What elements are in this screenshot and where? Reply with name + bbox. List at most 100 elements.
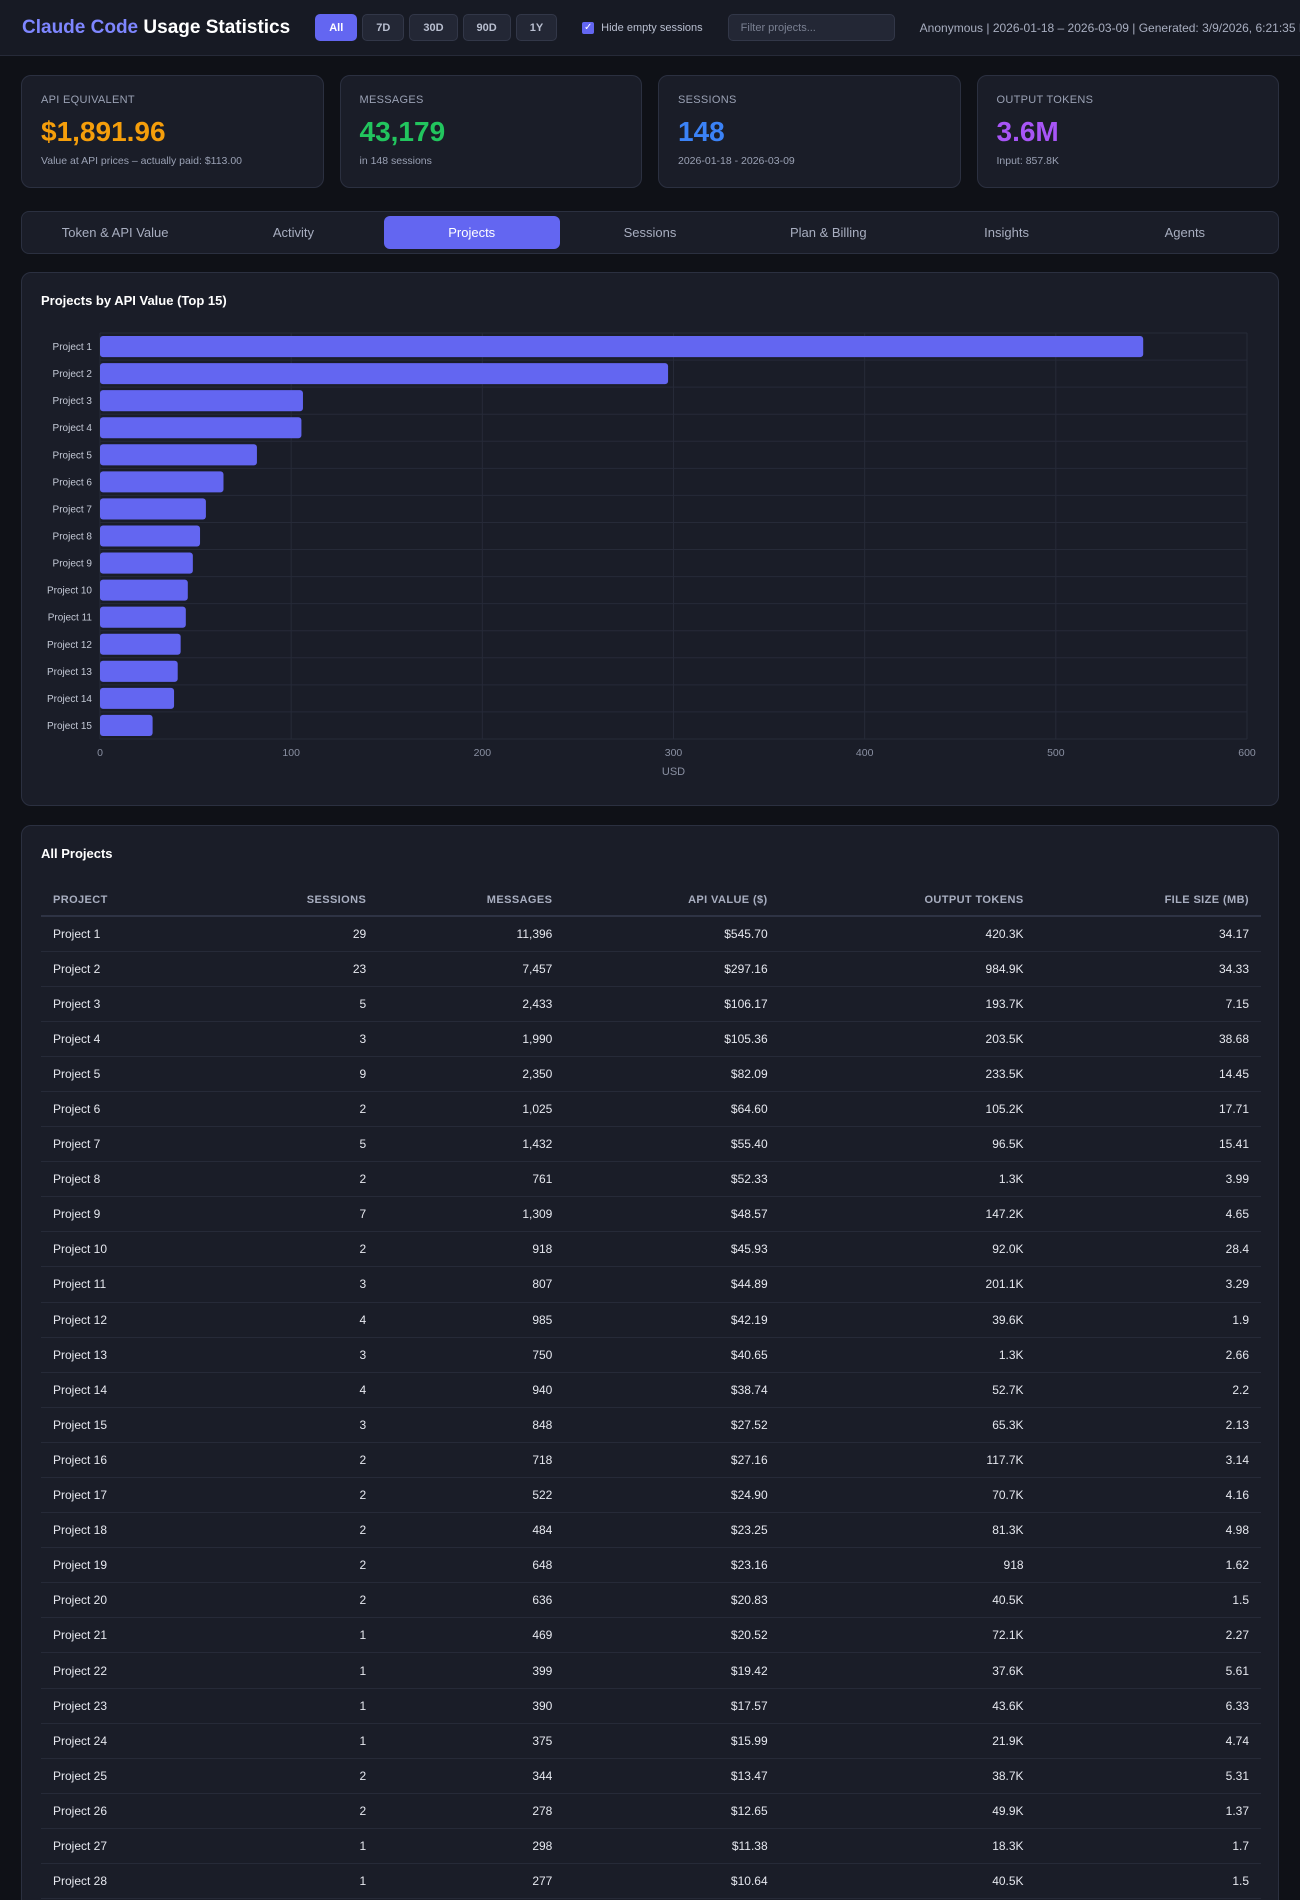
table-row[interactable]: Project 12 4 985 $42.19 39.6K 1.9 — [41, 1302, 1261, 1338]
cell-sessions: 5 — [204, 986, 379, 1022]
filter-projects-input[interactable] — [727, 14, 895, 41]
range-button-30d[interactable]: 30D — [409, 14, 458, 41]
table-row[interactable]: Project 2 23 7,457 $297.16 984.9K 34.33 — [41, 951, 1261, 987]
cell-project: Project 19 — [41, 1547, 205, 1584]
cell-api-value: $23.25 — [564, 1512, 780, 1549]
bar-project-9 — [100, 552, 193, 574]
range-button-1y[interactable]: 1Y — [515, 14, 558, 41]
bar-project-10 — [100, 579, 188, 601]
cell-sessions: 3 — [204, 1021, 379, 1057]
cell-api-value: $27.16 — [564, 1442, 780, 1479]
cell-project: Project 18 — [41, 1512, 205, 1549]
table-row[interactable]: Project 10 2 918 $45.93 92.0K 28.4 — [41, 1231, 1261, 1268]
cell-messages: 2,350 — [378, 1056, 565, 1092]
stat-card-messages: MESSAGES 43,179 in 148 sessions — [339, 75, 642, 188]
tab-plan-billing[interactable]: Plan & Billing — [789, 225, 867, 240]
table-row[interactable]: Project 11 3 807 $44.89 201.1K 3.29 — [41, 1266, 1261, 1303]
cell-messages: 1,432 — [378, 1126, 565, 1163]
cell-output-tokens: 105.2K — [779, 1091, 1036, 1128]
cell-file-size-mb: 5.61 — [1035, 1652, 1261, 1689]
table-row[interactable]: Project 21 1 469 $20.52 72.1K 2.27 — [41, 1617, 1261, 1654]
cell-sessions: 1 — [204, 1617, 379, 1654]
table-row[interactable]: Project 14 4 940 $38.74 52.7K 2.2 — [41, 1372, 1261, 1408]
cell-output-tokens: 65.3K — [779, 1407, 1036, 1443]
table-row[interactable]: Project 27 1 298 $11.38 18.3K 1.7 — [41, 1828, 1261, 1865]
tab-insights[interactable]: Insights — [984, 225, 1029, 240]
cell-output-tokens: 43.6K — [779, 1688, 1036, 1724]
cell-api-value: $20.83 — [564, 1582, 780, 1619]
tab-sessions[interactable]: Sessions — [623, 225, 677, 240]
stat-card-subtitle: 2026-01-18 - 2026-03-09 — [678, 155, 795, 167]
cell-project: Project 28 — [41, 1863, 205, 1900]
table-row[interactable]: Project 16 2 718 $27.16 117.7K 3.14 — [41, 1442, 1261, 1479]
stat-card-label: SESSIONS — [678, 94, 737, 106]
cell-file-size-mb: 1.9 — [1035, 1302, 1261, 1338]
cell-file-size-mb: 5.31 — [1035, 1758, 1261, 1794]
column-header-messages[interactable]: MESSAGES — [378, 884, 565, 917]
table-row[interactable]: Project 6 2 1,025 $64.60 105.2K 17.71 — [41, 1091, 1261, 1128]
table-row[interactable]: Project 13 3 750 $40.65 1.3K 2.66 — [41, 1337, 1261, 1373]
table-row[interactable]: Project 23 1 390 $17.57 43.6K 6.33 — [41, 1688, 1261, 1724]
hide-empty-checkbox[interactable]: ✓ — [582, 21, 595, 34]
table-row[interactable]: Project 3 5 2,433 $106.17 193.7K 7.15 — [41, 986, 1261, 1022]
cell-file-size-mb: 4.74 — [1035, 1723, 1261, 1759]
table-row[interactable]: Project 4 3 1,990 $105.36 203.5K 38.68 — [41, 1021, 1261, 1057]
table-row[interactable]: Project 7 5 1,432 $55.40 96.5K 15.41 — [41, 1126, 1261, 1163]
column-header-output-tokens[interactable]: OUTPUT TOKENS — [779, 884, 1036, 917]
cell-messages: 7,457 — [378, 951, 565, 987]
app-title-brand: Claude Code — [22, 16, 139, 38]
table-row[interactable]: Project 15 3 848 $27.52 65.3K 2.13 — [41, 1407, 1261, 1443]
table-row[interactable]: Project 28 1 277 $10.64 40.5K 1.5 — [41, 1863, 1261, 1900]
cell-messages: 1,025 — [378, 1091, 565, 1128]
table-header-row: PROJECT SESSIONS MESSAGES API VALUE ($) OUTP… — [41, 884, 1261, 917]
tab-activity[interactable]: Activity — [272, 225, 314, 240]
range-button-all[interactable]: All — [315, 14, 358, 41]
cell-file-size-mb: 1.7 — [1035, 1828, 1261, 1865]
table-row[interactable]: Project 1 29 11,396 $545.70 420.3K 34.17 — [41, 916, 1261, 952]
x-axis-label: USD — [662, 766, 685, 778]
hide-empty-toggle[interactable]: ✓ Hide empty sessions — [582, 21, 703, 34]
tab-bar: Token & API Value Activity Projects Session… — [21, 211, 1279, 254]
table-row[interactable]: Project 18 2 484 $23.25 81.3K 4.98 — [41, 1512, 1261, 1549]
cell-output-tokens: 117.7K — [779, 1442, 1036, 1479]
bar-project-5 — [100, 444, 257, 466]
range-button-90d[interactable]: 90D — [462, 14, 511, 41]
cell-messages: 344 — [378, 1758, 565, 1794]
cell-file-size-mb: 3.29 — [1035, 1266, 1261, 1303]
table-row[interactable]: Project 17 2 522 $24.90 70.7K 4.16 — [41, 1477, 1261, 1514]
cell-sessions: 9 — [204, 1056, 379, 1092]
table-row[interactable]: Project 25 2 344 $13.47 38.7K 5.31 — [41, 1758, 1261, 1794]
tab-projects[interactable]: Projects — [383, 216, 560, 249]
table-row[interactable]: Project 5 9 2,350 $82.09 233.5K 14.45 — [41, 1056, 1261, 1092]
y-category-label: Project 7 — [53, 504, 93, 515]
column-header-project[interactable]: PROJECT — [41, 884, 205, 917]
cell-messages: 940 — [378, 1372, 565, 1408]
column-header-api-value[interactable]: API VALUE ($) — [564, 884, 780, 917]
cell-messages: 484 — [378, 1512, 565, 1549]
table-row[interactable]: Project 26 2 278 $12.65 49.9K 1.37 — [41, 1793, 1261, 1829]
cell-output-tokens: 96.5K — [779, 1126, 1036, 1163]
cell-file-size-mb: 15.41 — [1035, 1126, 1261, 1163]
table-row[interactable]: Project 22 1 399 $19.42 37.6K 5.61 — [41, 1652, 1261, 1689]
table-row[interactable]: Project 24 1 375 $15.99 21.9K 4.74 — [41, 1723, 1261, 1759]
cell-file-size-mb: 1.37 — [1035, 1793, 1261, 1829]
cell-messages: 2,433 — [378, 986, 565, 1022]
tab-token-api-value[interactable]: Token & API Value — [61, 225, 169, 240]
range-button-7d[interactable]: 7D — [362, 14, 405, 41]
column-header-file-size-mb[interactable]: FILE SIZE (MB) — [1035, 884, 1261, 917]
table-row[interactable]: Project 19 2 648 $23.16 918 1.62 — [41, 1547, 1261, 1584]
table-row[interactable]: Project 8 2 761 $52.33 1.3K 3.99 — [41, 1161, 1261, 1198]
cell-messages: 1,990 — [378, 1021, 565, 1057]
cell-messages: 390 — [378, 1688, 565, 1724]
x-tick-label: 300 — [665, 747, 683, 759]
tab-agents[interactable]: Agents — [1164, 225, 1206, 240]
table-row[interactable]: Project 9 7 1,309 $48.57 147.2K 4.65 — [41, 1196, 1261, 1233]
column-header-sessions[interactable]: SESSIONS — [204, 884, 379, 917]
y-category-label: Project 3 — [53, 396, 93, 407]
bar-project-8 — [100, 525, 201, 547]
cell-api-value: $17.57 — [564, 1688, 780, 1724]
app-title-text: Usage Statistics — [138, 16, 291, 38]
cell-output-tokens: 147.2K — [779, 1196, 1036, 1233]
table-row[interactable]: Project 20 2 636 $20.83 40.5K 1.5 — [41, 1582, 1261, 1619]
cell-project: Project 27 — [41, 1828, 205, 1865]
